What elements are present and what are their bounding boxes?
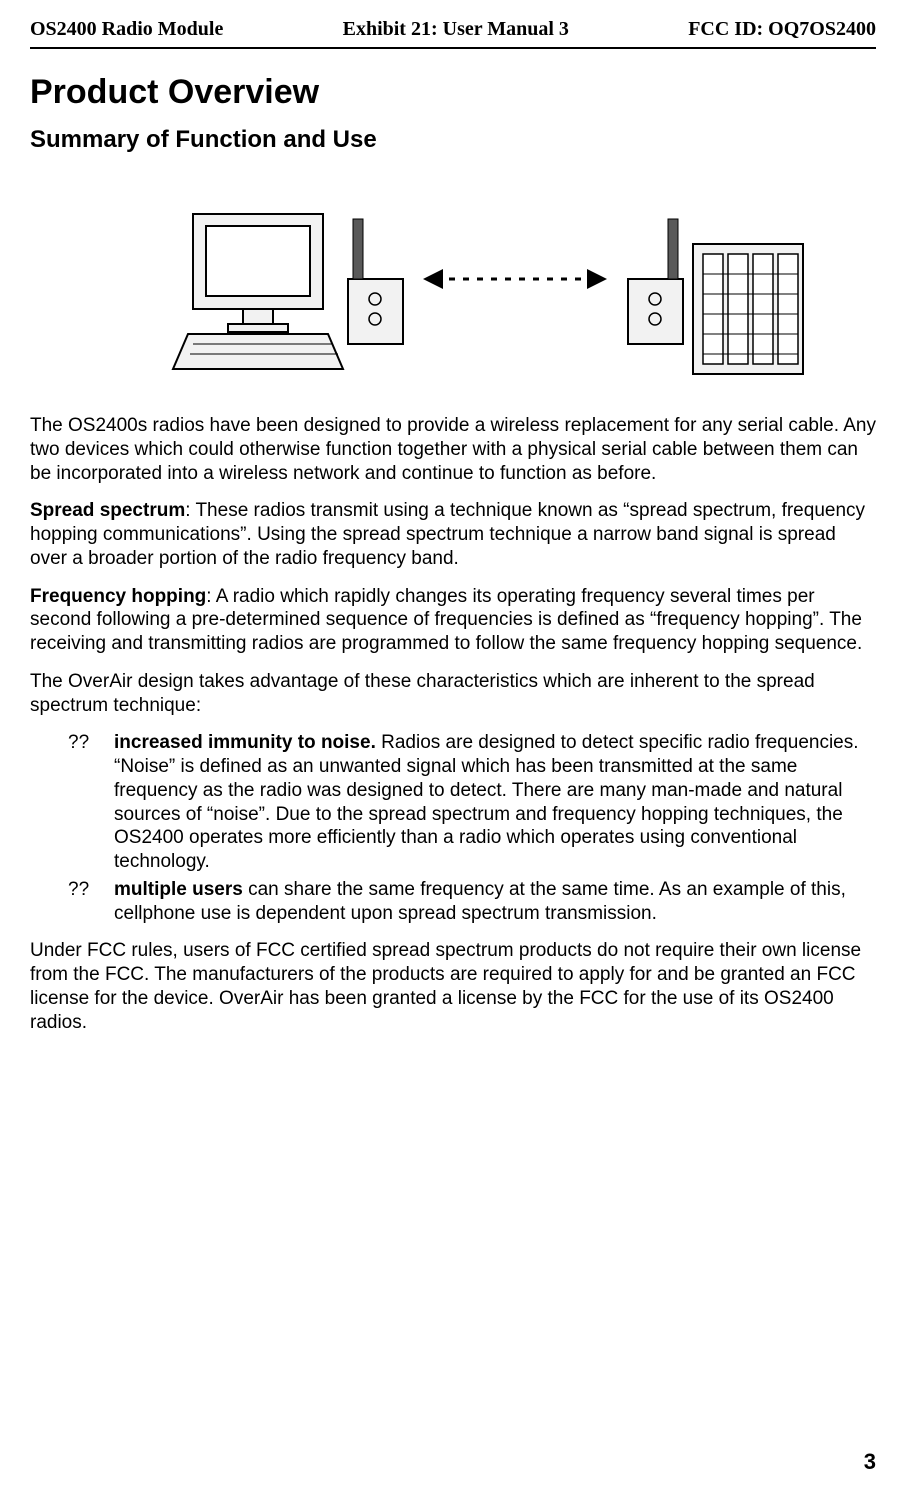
bullet-glyph: ?? — [30, 731, 114, 874]
advantages-list: ?? increased immunity to noise. Radios a… — [30, 731, 876, 925]
figure-left-radio — [348, 219, 403, 344]
heading-product-overview: Product Overview — [30, 73, 876, 112]
list-item: ?? increased immunity to noise. Radios a… — [30, 731, 876, 874]
figure-right-radio — [628, 219, 683, 344]
page-number: 3 — [864, 1449, 876, 1475]
heading-summary: Summary of Function and Use — [30, 126, 876, 154]
list-item-lead: increased immunity to noise. — [114, 732, 376, 753]
label-frequency-hopping: Frequency hopping — [30, 586, 206, 607]
list-item: ?? multiple users can share the same fre… — [30, 878, 876, 926]
paragraph-spread-spectrum: Spread spectrum: These radios transmit u… — [30, 499, 876, 570]
header-center: Exhibit 21: User Manual 3 — [343, 18, 569, 41]
header-row: OS2400 Radio Module Exhibit 21: User Man… — [30, 18, 876, 47]
paragraph-intro: The OS2400s radios have been designed to… — [30, 414, 876, 485]
paragraph-fcc: Under FCC rules, users of FCC certified … — [30, 939, 876, 1034]
figure-radio-link — [30, 184, 876, 384]
header-rule — [30, 47, 876, 49]
label-spread-spectrum: Spread spectrum — [30, 500, 185, 521]
bullet-glyph: ?? — [30, 878, 114, 926]
figure-left-computer — [173, 214, 343, 369]
header-right: FCC ID: OQ7OS2400 — [688, 18, 876, 41]
paragraph-overair: The OverAir design takes advantage of th… — [30, 670, 876, 718]
figure-wireless-link — [423, 269, 607, 289]
page: OS2400 Radio Module Exhibit 21: User Man… — [0, 0, 906, 1491]
header-left: OS2400 Radio Module — [30, 18, 223, 41]
list-item-lead: multiple users — [114, 879, 243, 900]
paragraph-frequency-hopping: Frequency hopping: A radio which rapidly… — [30, 585, 876, 656]
figure-right-device — [693, 244, 803, 374]
